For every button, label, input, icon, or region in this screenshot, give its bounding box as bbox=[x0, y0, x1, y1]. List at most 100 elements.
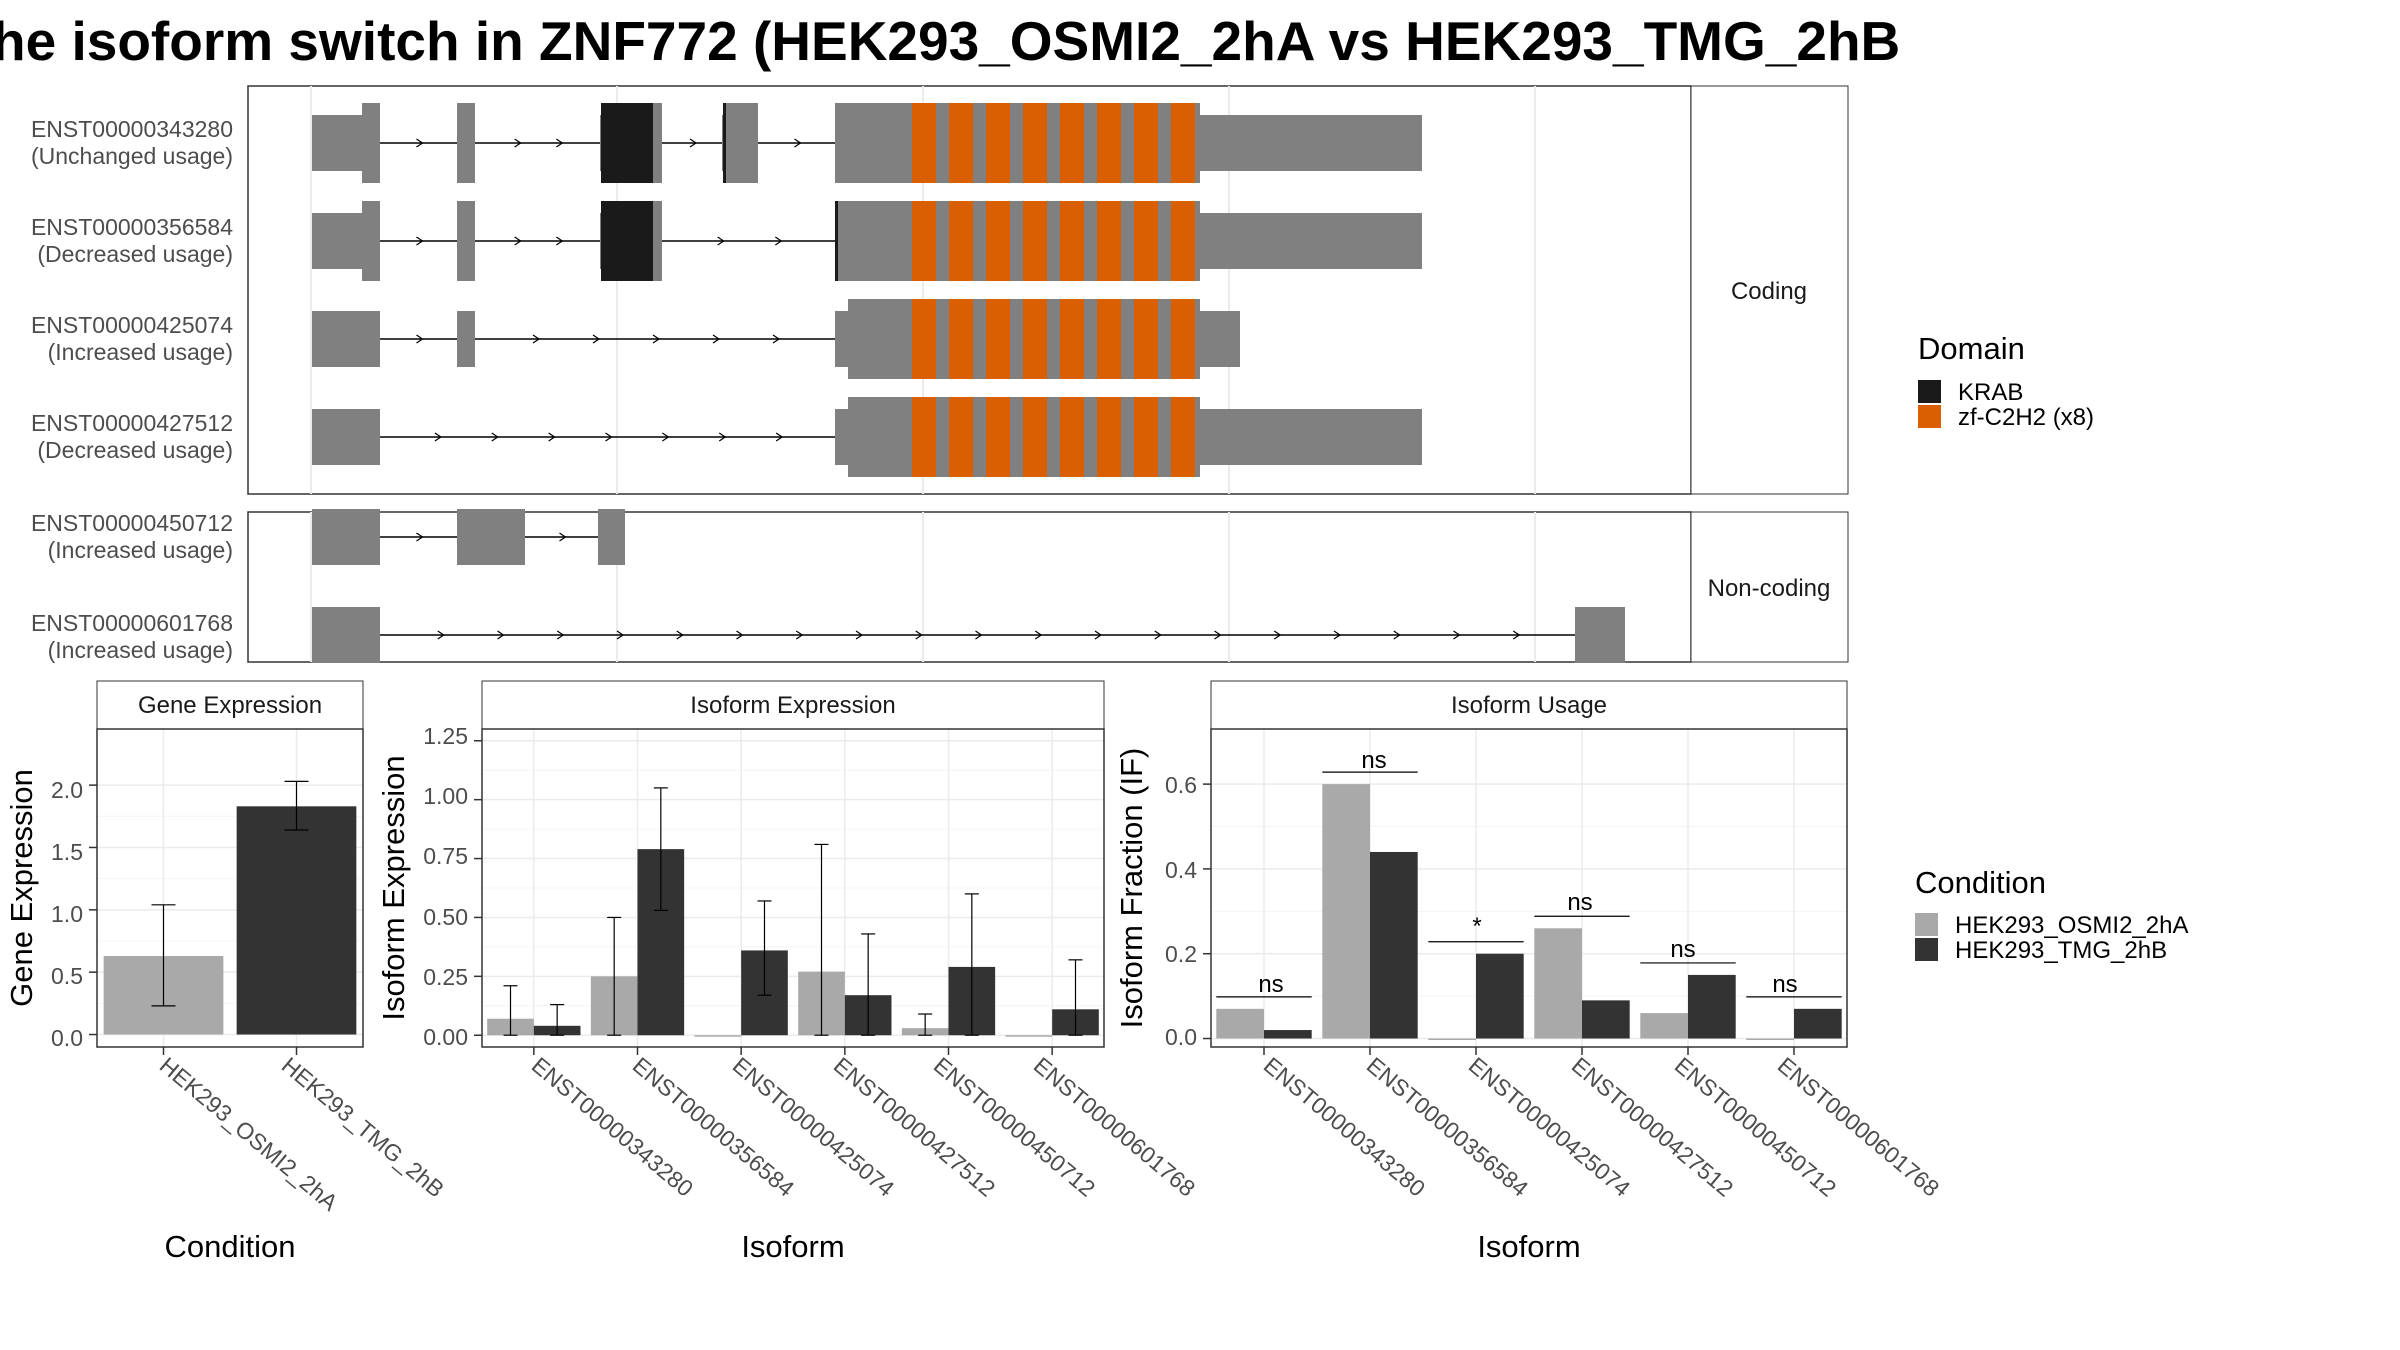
ie-xtick-label: ENST00000356584 bbox=[628, 1052, 800, 1202]
bar bbox=[1428, 1038, 1476, 1041]
isoform-expression-xlabel: Isoform bbox=[741, 1229, 844, 1264]
bar bbox=[1640, 1013, 1688, 1039]
utr-exon bbox=[1200, 115, 1422, 171]
zf-c2h2-domain bbox=[949, 201, 973, 281]
bar bbox=[1370, 851, 1418, 1039]
krab-domain bbox=[601, 201, 653, 281]
intron-arrow bbox=[592, 334, 601, 344]
isoform-expression-bars bbox=[487, 787, 1099, 1037]
gene-expression-xticks: HEK293_OSMI2_2hA HEK293_TMG_2hB bbox=[155, 1052, 449, 1216]
intron-arrow bbox=[416, 236, 424, 246]
intron-arrow bbox=[514, 236, 522, 246]
intron-arrow bbox=[1034, 630, 1043, 640]
utr-exon bbox=[312, 607, 380, 663]
utr-exon bbox=[1575, 607, 1625, 663]
legend-swatch-zf bbox=[1918, 405, 1941, 428]
gene-expression-strip-label: Gene Expression bbox=[138, 692, 322, 719]
intron-arrow bbox=[1512, 630, 1521, 640]
legend-label-zf: zf-C2H2 (x8) bbox=[1958, 404, 2094, 431]
zf-c2h2-domain bbox=[1097, 299, 1121, 379]
isoform-usage-plot-area bbox=[1211, 729, 1847, 1047]
cds-exon bbox=[362, 103, 380, 183]
zf-c2h2-domain bbox=[1060, 201, 1084, 281]
intron-arrow bbox=[1453, 630, 1461, 640]
utr-exon bbox=[312, 509, 380, 565]
intron-arrow bbox=[712, 334, 721, 344]
zf-c2h2-domain bbox=[1134, 299, 1158, 379]
domain-legend-title: Domain bbox=[1918, 331, 2025, 366]
legend-label-cond1: HEK293_OSMI2_2hA bbox=[1955, 912, 2188, 939]
intron-arrow bbox=[556, 236, 564, 246]
zf-c2h2-domain bbox=[912, 103, 936, 183]
zf-c2h2-domain bbox=[949, 103, 973, 183]
krab-domain-edge bbox=[835, 201, 838, 281]
intron-arrow bbox=[915, 630, 923, 640]
legend-swatch-krab bbox=[1918, 380, 1941, 403]
figure-title: he isoform switch in ZNF772 (HEK293_OSMI… bbox=[0, 10, 1900, 72]
intron-arrow bbox=[689, 138, 698, 148]
iu-ytick-label: 0.2 bbox=[1165, 941, 1197, 967]
intron-arrow bbox=[652, 334, 661, 344]
intron-arrow bbox=[532, 334, 541, 344]
intron-arrow bbox=[775, 432, 784, 442]
cds-exon bbox=[725, 103, 758, 183]
sig-label: ns bbox=[1772, 971, 1797, 998]
gene-expression-strip bbox=[96, 680, 364, 730]
isoform-usage-xticks: ENST00000343280 ENST00000356584 ENST0000… bbox=[1259, 1052, 1945, 1202]
intron-arrow bbox=[676, 630, 684, 640]
transcript-model bbox=[312, 201, 1422, 281]
utr-exon bbox=[598, 509, 625, 565]
intron-arrow bbox=[556, 630, 565, 640]
noncoding-strip bbox=[1690, 511, 1849, 663]
krab-domain-edge bbox=[723, 103, 726, 183]
transcript-labels: ENST00000343280 (Unchanged usage) ENST00… bbox=[31, 116, 233, 663]
zf-c2h2-domain bbox=[1023, 201, 1047, 281]
utr-exon bbox=[457, 311, 475, 367]
bar bbox=[1216, 1008, 1264, 1039]
iu-ytick-label: 0.4 bbox=[1165, 857, 1197, 883]
ie-xtick-label: ENST00000427512 bbox=[829, 1052, 1001, 1202]
intron-arrow bbox=[1273, 630, 1282, 640]
legend-swatch-cond2 bbox=[1915, 938, 1938, 961]
bar bbox=[1582, 1000, 1630, 1039]
krab-domain bbox=[601, 103, 653, 183]
zf-c2h2-domain bbox=[1097, 103, 1121, 183]
intron-arrow bbox=[794, 138, 802, 148]
intron-arrow bbox=[514, 138, 522, 148]
intron-arrow bbox=[605, 432, 613, 442]
isoform-expression-strip-label: Isoform Expression bbox=[690, 692, 895, 719]
zf-c2h2-domain bbox=[1134, 103, 1158, 183]
zf-c2h2-domain bbox=[912, 397, 936, 477]
utr-exon bbox=[1200, 213, 1422, 269]
intron-arrow bbox=[975, 630, 983, 640]
zf-c2h2-domain bbox=[1023, 397, 1047, 477]
utr-exon bbox=[312, 115, 362, 171]
isoform-expression-grid bbox=[482, 729, 1104, 1047]
ie-xtick-label: ENST00000601768 bbox=[1029, 1052, 1201, 1202]
intron-arrow bbox=[662, 432, 670, 442]
bar bbox=[1794, 1008, 1842, 1039]
cds-exon bbox=[835, 103, 910, 183]
zf-c2h2-domain bbox=[986, 201, 1010, 281]
intron-arrow bbox=[416, 334, 424, 344]
legend-label-cond2: HEK293_TMG_2hB bbox=[1955, 937, 2167, 964]
utr-exon bbox=[835, 311, 848, 367]
isoform-usage-yticks: 0.0 0.2 0.4 0.6 bbox=[1165, 772, 1197, 1050]
utr-exon bbox=[312, 409, 380, 465]
transcript-label-usage: (Increased usage) bbox=[48, 537, 233, 563]
intron-arrow bbox=[616, 630, 625, 640]
bar bbox=[1322, 784, 1370, 1039]
transcript-model bbox=[312, 509, 625, 565]
domain-legend: Domain KRAB zf-C2H2 (x8) bbox=[1918, 331, 2094, 431]
zf-c2h2-domain bbox=[949, 299, 973, 379]
zf-c2h2-domain bbox=[1097, 201, 1121, 281]
ge-ytick-label: 0.0 bbox=[51, 1025, 83, 1051]
bar bbox=[694, 1035, 742, 1037]
intron-arrow bbox=[437, 630, 445, 640]
isoform-usage-bars bbox=[1216, 771, 1842, 1041]
gene-expression-ylabel: Gene Expression bbox=[4, 769, 39, 1007]
transcript-label-usage: (Decreased usage) bbox=[37, 241, 233, 267]
utr-exon bbox=[457, 509, 525, 565]
transcript-label-usage: (Decreased usage) bbox=[37, 437, 233, 463]
